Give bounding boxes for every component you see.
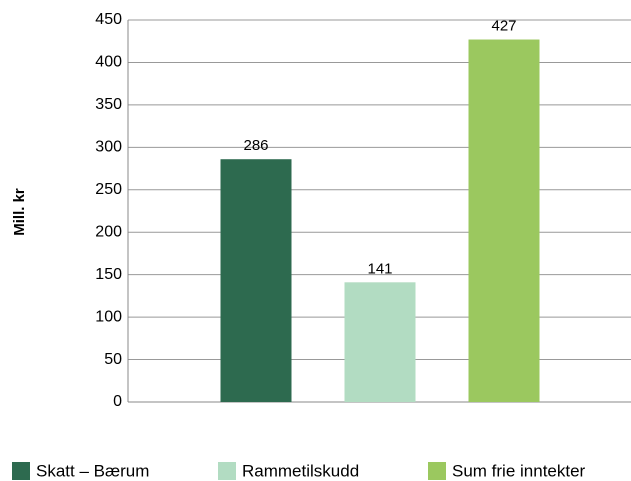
value-label: 141 xyxy=(367,260,392,277)
bar xyxy=(468,39,540,402)
y-tick-label: 450 xyxy=(95,11,122,28)
y-tick-label: 250 xyxy=(95,181,122,198)
y-tick-label: 350 xyxy=(95,96,122,113)
y-tick-label: 50 xyxy=(104,351,122,368)
y-axis-label: Mill. kr xyxy=(11,188,28,236)
legend-swatch xyxy=(218,462,236,480)
legend-label: Rammetilskudd xyxy=(242,461,359,480)
bar xyxy=(344,282,416,402)
y-tick-label: 400 xyxy=(95,54,122,71)
legend-swatch xyxy=(428,462,446,480)
y-tick-label: 0 xyxy=(113,393,122,410)
y-tick-label: 100 xyxy=(95,308,122,325)
legend-label: Sum frie inntekter xyxy=(452,461,586,480)
value-label: 286 xyxy=(243,137,268,154)
y-tick-label: 200 xyxy=(95,223,122,240)
legend-label: Skatt – Bærum xyxy=(36,461,149,480)
value-label: 427 xyxy=(491,17,516,34)
y-tick-label: 150 xyxy=(95,266,122,283)
legend-swatch xyxy=(12,462,30,480)
y-tick-label: 300 xyxy=(95,139,122,156)
bar xyxy=(220,159,292,402)
